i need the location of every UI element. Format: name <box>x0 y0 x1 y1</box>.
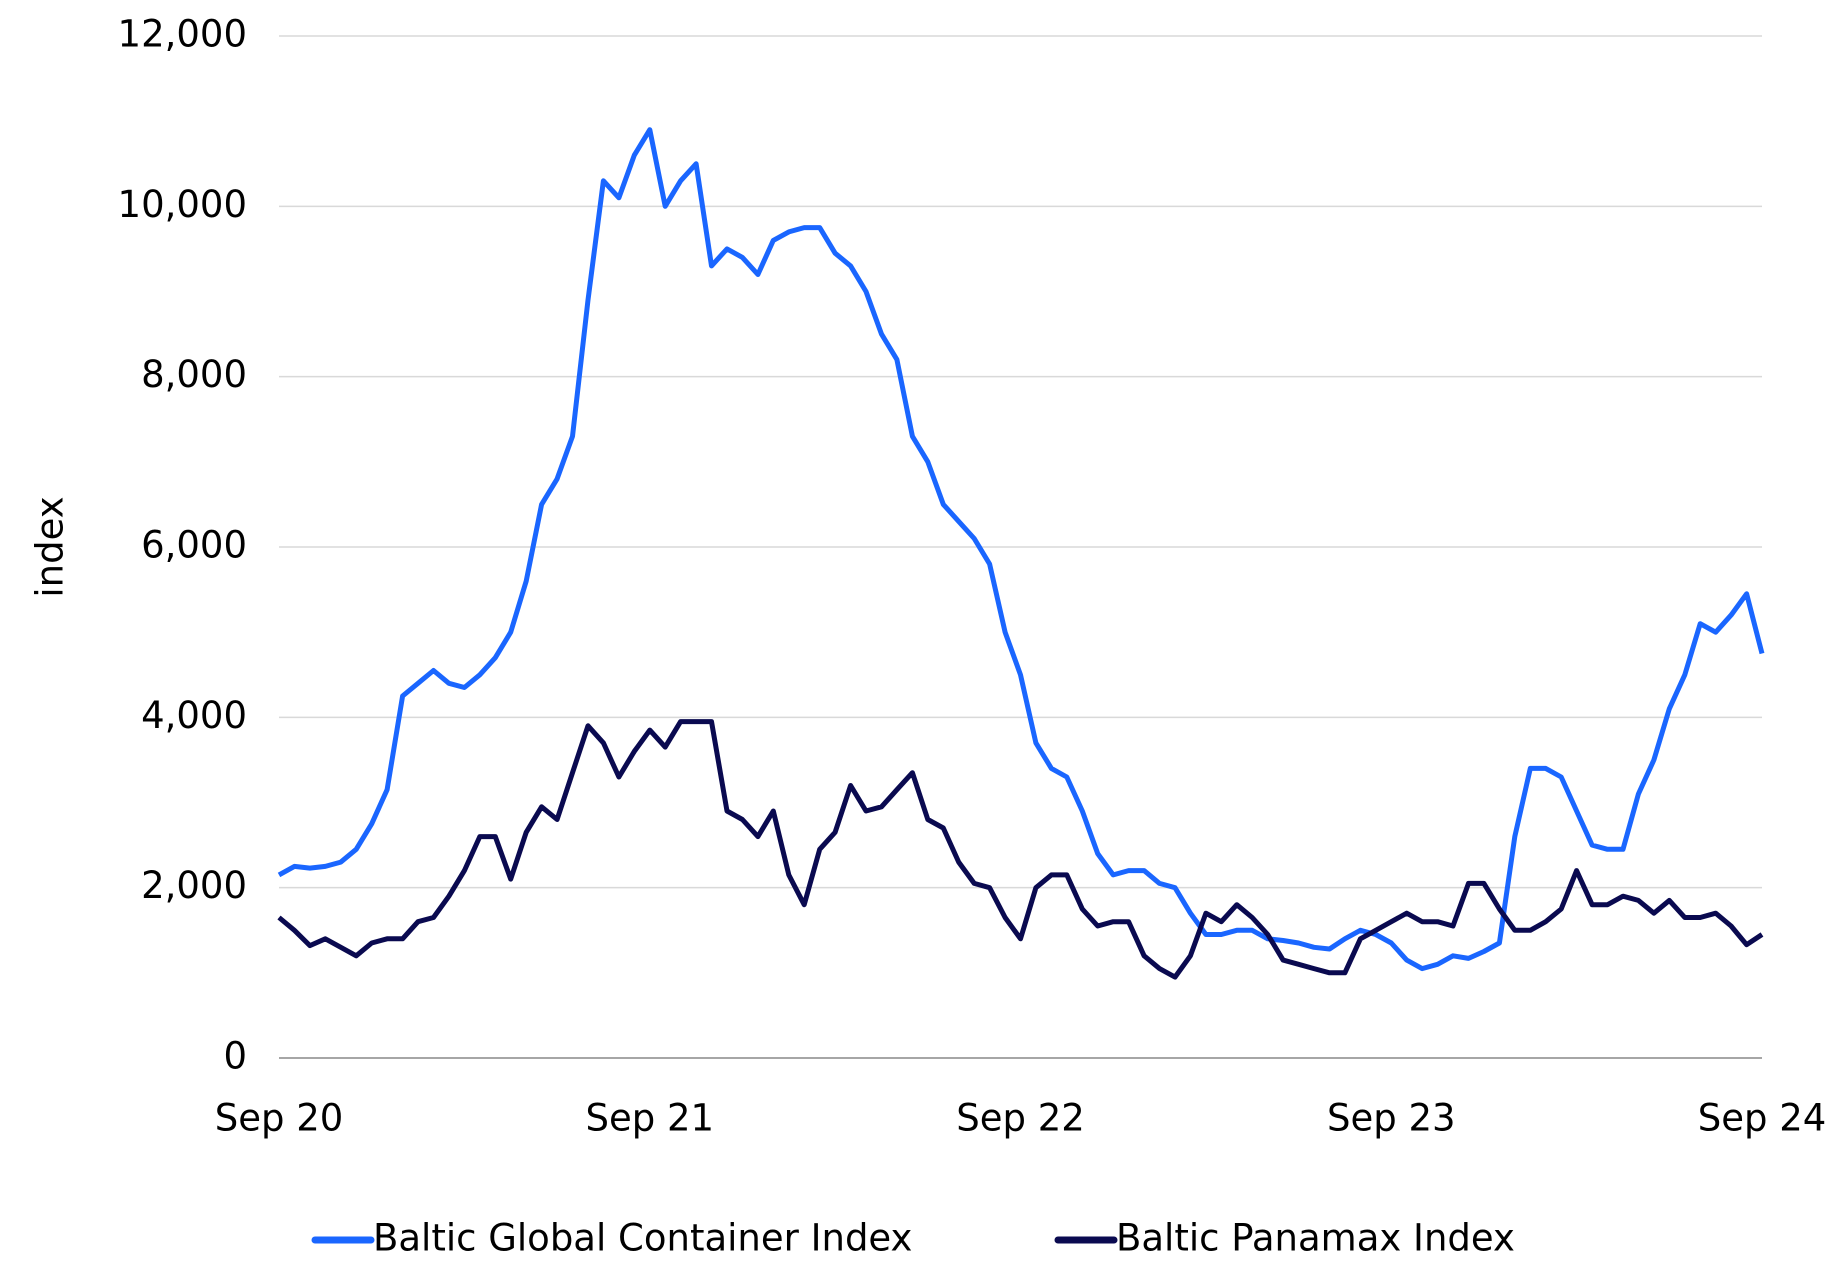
legend-label: Baltic Panamax Index <box>1116 1217 1515 1260</box>
legend-label: Baltic Global Container Index <box>373 1217 912 1260</box>
y-tick-label: 12,000 <box>118 13 247 56</box>
y-tick-label: 0 <box>223 1035 247 1078</box>
x-tick-label: Sep 22 <box>956 1097 1085 1140</box>
y-tick-label: 10,000 <box>118 183 247 226</box>
line-series <box>277 127 1765 972</box>
y-tick-label: 2,000 <box>141 864 247 907</box>
x-tick-label: Sep 23 <box>1327 1097 1456 1140</box>
x-tick-label: Sep 24 <box>1698 1097 1827 1140</box>
x-tick-label: Sep 20 <box>215 1097 344 1140</box>
line-series <box>277 719 1764 980</box>
x-tick-label: Sep 21 <box>585 1097 714 1140</box>
y-axis-label: index <box>29 496 72 597</box>
y-tick-label: 4,000 <box>141 694 247 737</box>
y-tick-label: 8,000 <box>141 353 247 396</box>
y-tick-label: 6,000 <box>141 524 247 567</box>
